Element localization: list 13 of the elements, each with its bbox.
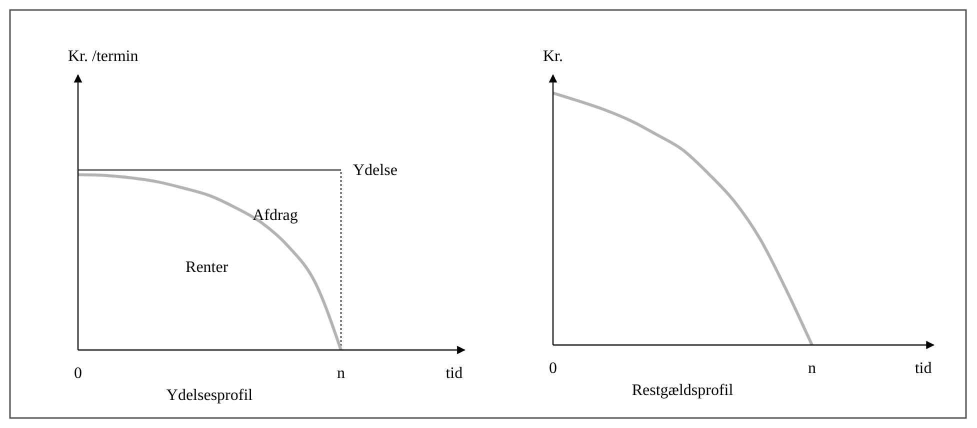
text: Restgældsprofil <box>632 382 734 399</box>
x-tick-label: 0 <box>549 360 557 377</box>
x-axis-title: tid <box>914 360 932 377</box>
x-tick-label: 0 <box>74 365 82 382</box>
x-tick-label: n <box>808 360 816 377</box>
annotation: Afdrag <box>252 207 298 224</box>
x-tick-label: n <box>337 365 345 382</box>
annotation: Renter <box>186 259 229 276</box>
text: Ydelsesprofil <box>166 387 254 404</box>
x-axis-title: tid <box>446 365 463 382</box>
series-label: Ydelse <box>353 162 398 179</box>
y-axis-title: Kr. <box>543 48 563 65</box>
y-axis-title: Kr. /termin <box>68 48 138 65</box>
